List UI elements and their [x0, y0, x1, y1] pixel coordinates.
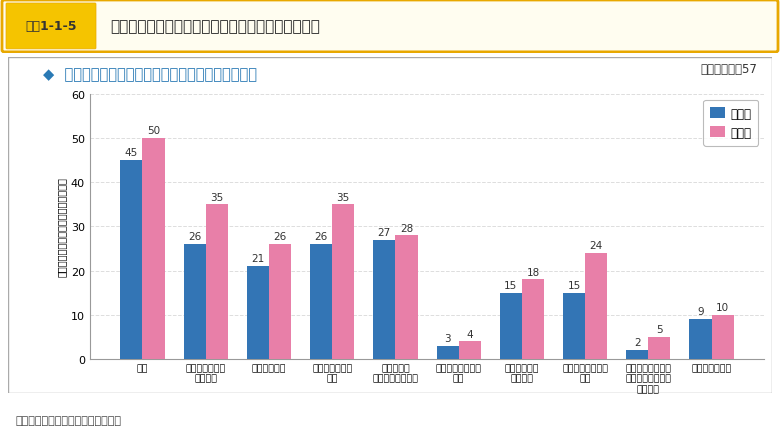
Bar	[437, 346, 459, 359]
Text: 15: 15	[567, 280, 580, 290]
Text: 50: 50	[147, 126, 160, 136]
Text: 26: 26	[314, 232, 328, 242]
Text: 27: 27	[378, 227, 391, 237]
Text: 有効回答数：57: 有効回答数：57	[700, 63, 757, 76]
Text: 3: 3	[445, 333, 451, 343]
Text: 26: 26	[188, 232, 201, 242]
Bar	[310, 244, 332, 359]
Bar	[522, 280, 544, 359]
Bar	[120, 161, 143, 359]
FancyBboxPatch shape	[2, 1, 778, 53]
Bar	[648, 337, 671, 359]
Text: 15: 15	[504, 280, 517, 290]
Text: 9: 9	[697, 307, 704, 317]
Text: 21: 21	[251, 254, 264, 264]
Text: 18: 18	[526, 267, 540, 277]
Text: 28: 28	[400, 223, 413, 233]
Bar	[269, 244, 291, 359]
Bar	[246, 267, 269, 359]
Bar	[500, 293, 522, 359]
Text: 45: 45	[125, 148, 138, 158]
Bar	[459, 341, 480, 359]
FancyBboxPatch shape	[8, 58, 772, 393]
Text: ◆  防災に関して自身で行っている備えはありますか: ◆ 防災に関して自身で行っている備えはありますか	[43, 67, 257, 82]
Bar	[626, 350, 648, 359]
Text: 2: 2	[634, 338, 640, 347]
Bar	[711, 315, 734, 359]
FancyBboxPatch shape	[6, 4, 96, 50]
Text: 24: 24	[590, 241, 603, 251]
Bar	[332, 205, 354, 359]
Text: 図表1-1-5: 図表1-1-5	[25, 20, 76, 34]
Bar	[395, 236, 417, 359]
Text: 5: 5	[656, 324, 663, 335]
Legend: 第１回, 第５回: 第１回, 第５回	[704, 101, 758, 147]
Text: 住民協議会における事前事後アンケートの調査結果: 住民協議会における事前事後アンケートの調査結果	[110, 19, 320, 34]
Text: 出典：内閣府によるアンケート結果: 出典：内閣府によるアンケート結果	[16, 415, 122, 425]
Bar	[690, 319, 711, 359]
Bar	[563, 293, 585, 359]
Bar	[374, 240, 395, 359]
Bar	[585, 253, 608, 359]
Text: 35: 35	[337, 192, 350, 202]
Text: 35: 35	[210, 192, 223, 202]
Bar	[206, 205, 228, 359]
Bar	[143, 138, 165, 359]
Text: 26: 26	[274, 232, 287, 242]
Text: 10: 10	[716, 302, 729, 312]
Y-axis label: 回答した住民数（複数回答可）（人）: 回答した住民数（複数回答可）（人）	[56, 177, 66, 276]
Bar	[183, 244, 206, 359]
Text: 4: 4	[466, 329, 473, 339]
